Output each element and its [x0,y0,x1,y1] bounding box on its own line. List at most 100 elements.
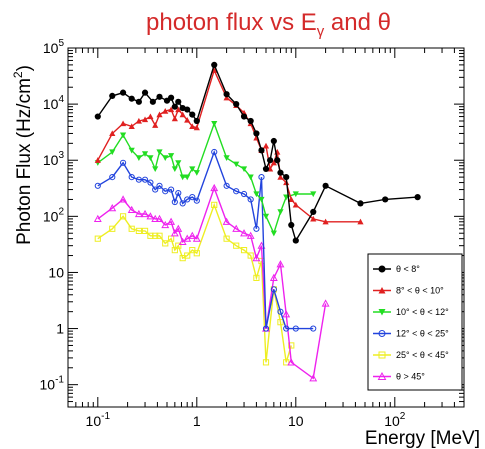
data-point [309,374,318,382]
legend-label: θ > 45° [396,372,425,382]
data-point [179,174,186,181]
x-tick-label-exponent: 2 [400,411,406,422]
data-point [270,230,277,237]
data-point [179,111,186,118]
data-point [258,196,265,203]
data-point [240,166,248,173]
x-tick-label-base: 10 [86,413,102,429]
data-point [119,89,127,96]
data-point [184,252,191,259]
y-axis-label-superscript: 2 [11,71,25,78]
data-point [288,342,295,349]
data-point [253,130,260,137]
y-tick-label-exponent: -1 [55,375,64,386]
data-point [357,200,364,207]
data-point [262,359,270,366]
data-point [258,174,265,181]
data-point [262,213,270,220]
data-point [223,155,230,162]
data-point [240,190,248,198]
data-point [170,229,179,237]
y-tick-label-exponent: 3 [58,150,64,161]
data-point [155,214,164,223]
data-point [233,101,240,108]
data-point [171,166,178,173]
data-point [119,120,127,127]
data-point [141,227,149,235]
data-point [175,242,182,249]
data-point [162,240,169,247]
legend-label: θ < 8° [396,264,420,274]
data-point [322,182,329,189]
data-point [175,160,182,166]
data-point [156,111,163,118]
data-point [292,201,299,208]
data-point [128,95,135,102]
data-point [211,201,218,208]
data-point [156,232,163,239]
x-axis-label: Energy [MeV] [365,428,480,449]
y-tick-label: 104 [43,94,65,112]
y-tick-label-base: 10 [43,40,59,56]
data-point [321,299,330,307]
y-tick-label-exponent: 2 [58,206,64,217]
data-point [128,123,135,130]
data-point [283,359,290,366]
data-point [184,116,191,123]
data-point [269,273,278,281]
data-point [171,247,178,254]
data-point [283,325,290,332]
legend-item: θ < 8° [373,264,420,274]
data-point [193,124,200,131]
data-point [135,227,142,235]
data-point [283,174,290,181]
data-point [377,371,387,380]
data-point [276,260,285,268]
data-point [128,147,135,154]
data-point [135,176,142,183]
data-point [282,310,291,318]
data-point [222,217,231,225]
data-point [210,183,219,192]
data-point [310,215,317,222]
series-1 [94,67,364,225]
data-point [262,142,270,149]
y-tick-label: 105 [43,38,65,56]
data-point [109,149,116,156]
data-point [223,91,230,98]
data-point [184,174,191,181]
x-tick-label: 10-1 [86,411,111,429]
y-tick-label-exponent: 4 [58,94,64,105]
data-point [292,191,299,198]
data-point [147,113,154,120]
data-point [252,253,261,262]
data-point [171,198,178,206]
y-tick-label: 10-1 [40,375,65,393]
data-point [134,209,143,218]
data-point [94,113,101,120]
data-point [128,225,135,232]
data-point [233,242,240,249]
y-tick-label: 102 [43,206,65,224]
data-point [156,93,163,100]
data-point [174,224,183,232]
data-point [253,274,260,281]
data-point [109,130,116,137]
x-axis-ticks: 10-1 1 10 102 [67,48,465,429]
data-point [193,250,200,257]
data-point [152,186,159,193]
data-point [277,169,284,176]
data-point [162,155,169,162]
series-5 [93,183,330,382]
y-tick-label: 10 [48,264,64,280]
data-point [156,182,163,189]
data-point [127,205,136,214]
data-point [184,196,191,203]
data-point [247,174,254,181]
data-point [141,89,149,96]
data-point [128,174,135,181]
legend-label: 25° < θ < 45° [396,350,449,360]
data-point [270,286,277,293]
data-point [119,195,128,203]
x-tick-label: 102 [384,411,406,429]
